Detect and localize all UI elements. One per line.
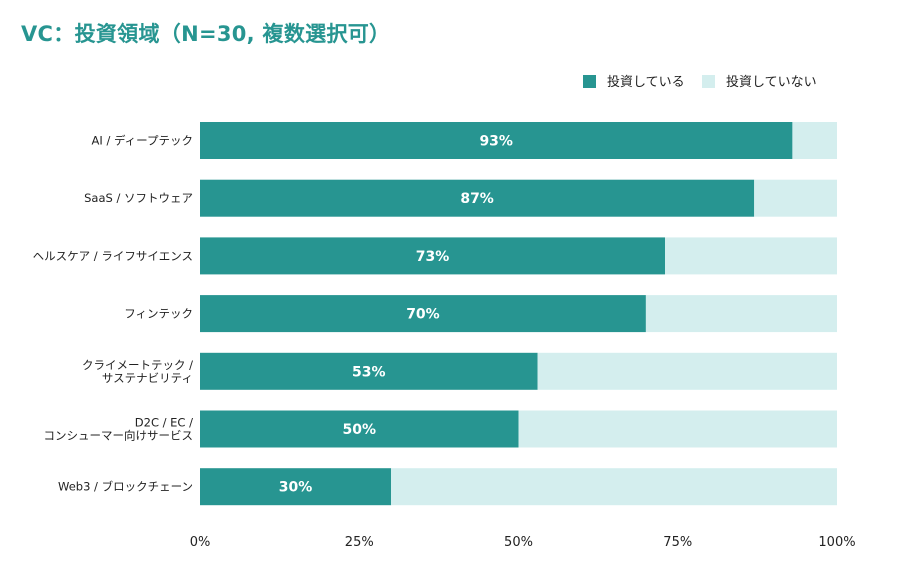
bar-invested xyxy=(200,468,392,506)
bar-invested xyxy=(200,179,755,217)
category-label: クライメートテック / xyxy=(82,358,193,372)
bar-not-invested xyxy=(391,468,837,506)
category-label: AI / ディープテック xyxy=(92,134,193,148)
category-label: コンシューマー向けサービス xyxy=(44,429,194,443)
bar-not-invested xyxy=(754,179,837,217)
bar-not-invested xyxy=(665,237,837,275)
legend-swatch xyxy=(583,75,596,88)
bar-not-invested xyxy=(518,410,837,448)
x-tick-label: 0% xyxy=(190,535,211,550)
x-tick-label: 50% xyxy=(504,535,533,550)
category-label: サステナビリティ xyxy=(102,371,193,385)
data-label: 30% xyxy=(279,480,313,496)
category-label: Web3 / ブロックチェーン xyxy=(58,480,193,494)
bar-invested xyxy=(200,237,666,275)
bar-invested xyxy=(200,122,793,159)
data-label: 53% xyxy=(352,364,386,380)
data-label: 50% xyxy=(342,422,376,438)
bar-not-invested xyxy=(645,295,837,333)
bar-invested xyxy=(200,295,646,333)
bar-not-invested xyxy=(537,352,837,390)
legend-label: 投資している xyxy=(607,74,685,90)
category-label: フィンテック xyxy=(124,307,193,321)
data-label: 73% xyxy=(416,249,450,265)
x-tick-label: 75% xyxy=(663,535,692,550)
category-label: ヘルスケア / ライフサイエンス xyxy=(33,249,193,263)
data-label: 70% xyxy=(406,307,440,323)
category-label: SaaS / ソフトウェア xyxy=(84,191,193,205)
bar-invested xyxy=(200,410,519,448)
category-label: D2C / EC / xyxy=(135,416,193,430)
x-tick-label: 25% xyxy=(345,535,374,550)
legend-swatch xyxy=(702,75,715,88)
chart-title: VC：投資領域（N=30, 複数選択可） xyxy=(21,22,391,46)
x-tick-label: 100% xyxy=(818,535,855,550)
legend-label: 投資していない xyxy=(726,74,817,90)
bar-invested xyxy=(200,352,538,390)
data-label: 93% xyxy=(479,134,513,150)
data-label: 87% xyxy=(460,191,494,207)
bar-not-invested xyxy=(792,122,837,159)
